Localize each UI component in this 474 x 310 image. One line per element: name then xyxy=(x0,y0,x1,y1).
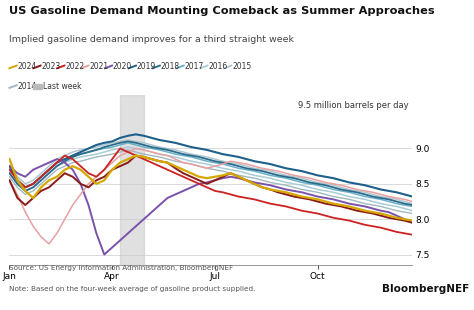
Text: 2021: 2021 xyxy=(89,62,108,71)
Text: 2017: 2017 xyxy=(184,62,204,71)
Text: 9.5 million barrels per day: 9.5 million barrels per day xyxy=(298,100,408,109)
Text: 2022: 2022 xyxy=(65,62,84,71)
Text: BloombergNEF: BloombergNEF xyxy=(382,285,469,294)
Bar xyxy=(33,84,42,89)
Text: 2024: 2024 xyxy=(18,62,37,71)
Text: 2014: 2014 xyxy=(18,82,37,91)
Bar xyxy=(120,95,144,265)
Text: Last week: Last week xyxy=(44,82,82,91)
Text: US Gasoline Demand Mounting Comeback as Summer Approaches: US Gasoline Demand Mounting Comeback as … xyxy=(9,6,435,16)
Text: 2018: 2018 xyxy=(161,62,180,71)
Text: Note: Based on the four-week average of gasoline product supplied.: Note: Based on the four-week average of … xyxy=(9,286,256,292)
Text: 2016: 2016 xyxy=(209,62,228,71)
Text: 2020: 2020 xyxy=(113,62,132,71)
Text: Source: US Energy Information Administration, BloombergNEF: Source: US Energy Information Administra… xyxy=(9,265,234,271)
Text: 2019: 2019 xyxy=(137,62,156,71)
Text: 2015: 2015 xyxy=(232,62,251,71)
Text: Implied gasoline demand improves for a third straight week: Implied gasoline demand improves for a t… xyxy=(9,35,294,44)
Text: 2023: 2023 xyxy=(41,62,61,71)
